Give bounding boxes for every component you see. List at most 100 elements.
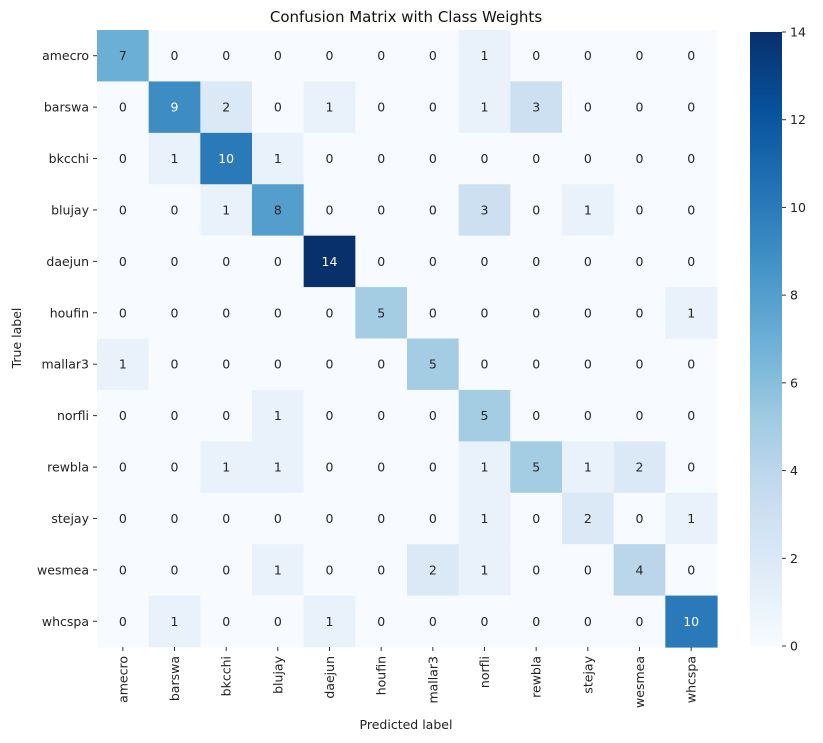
cell-value-label: 0	[687, 48, 695, 63]
x-tick-label-amecro: amecro	[115, 656, 130, 703]
cell-value-label: 14	[322, 254, 338, 269]
cell-value-label: 0	[532, 357, 540, 372]
x-tick-label-stejay: stejay	[580, 655, 595, 693]
cell-value-label: 0	[636, 511, 644, 526]
heatmap-cell-whcspa-wesmea	[613, 595, 666, 648]
heatmap-cell-bkcchi-whcspa	[665, 132, 718, 185]
y-tick-label-wesmea: wesmea	[37, 562, 89, 577]
y-axis-label: True label	[9, 308, 24, 370]
heatmap-cell-bkcchi-barswa	[148, 132, 201, 185]
heatmap-cell-rewbla-barswa	[148, 441, 201, 494]
cell-value-label: 0	[532, 48, 540, 63]
x-tick-label-wesmea: wesmea	[632, 656, 647, 708]
heatmap-cell-daejun-norfli	[458, 235, 511, 288]
cell-value-label: 0	[687, 460, 695, 475]
heatmap-cell-rewbla-bkcchi	[200, 441, 253, 494]
heatmap-cell-bkcchi-norfli	[458, 132, 511, 185]
heatmap-cell-whcspa-houfin	[355, 595, 408, 648]
heatmap-cell-blujay-houfin	[355, 184, 408, 237]
heatmap-cell-daejun-blujay	[252, 235, 305, 288]
heatmap-cell-rewbla-rewbla	[510, 441, 563, 494]
x-axis-label: Predicted label	[360, 717, 453, 732]
heatmap-cell-whcspa-barswa	[148, 595, 201, 648]
cell-value-label: 0	[377, 254, 385, 269]
cell-value-label: 0	[429, 614, 437, 629]
cell-value-label: 0	[171, 562, 179, 577]
cell-value-label: 0	[119, 562, 127, 577]
cell-value-label: 0	[377, 511, 385, 526]
cell-value-label: 1	[481, 562, 489, 577]
heatmap-cell-blujay-wesmea	[613, 184, 666, 237]
heatmap-cell-mallar3-amecro	[97, 338, 150, 391]
heatmap-cell-amecro-rewbla	[510, 30, 563, 83]
cell-value-label: 0	[222, 614, 230, 629]
heatmap-cell-barswa-barswa	[148, 81, 201, 134]
cell-value-label: 1	[481, 460, 489, 475]
cell-value-label: 0	[429, 254, 437, 269]
heatmap-cell-norfli-wesmea	[613, 389, 666, 442]
cell-value-label: 0	[119, 100, 127, 115]
cell-value-label: 0	[119, 202, 127, 217]
heatmap-cell-stejay-mallar3	[407, 492, 460, 545]
heatmap-cell-bkcchi-amecro	[97, 132, 150, 185]
cell-value-label: 3	[532, 100, 540, 115]
cell-value-label: 0	[532, 614, 540, 629]
colorbar-tick-label: 0	[790, 639, 798, 654]
heatmap-cell-whcspa-stejay	[562, 595, 615, 648]
heatmap-cell-stejay-rewbla	[510, 492, 563, 545]
cell-value-label: 0	[584, 562, 592, 577]
cell-value-label: 3	[481, 202, 489, 217]
cell-value-label: 0	[687, 254, 695, 269]
heatmap-cell-mallar3-daejun	[303, 338, 356, 391]
y-tick-label-norfli: norfli	[57, 408, 89, 423]
heatmap-cell-norfli-amecro	[97, 389, 150, 442]
colorbar	[750, 32, 782, 646]
x-tick-label-norfli: norfli	[477, 656, 492, 688]
heatmap-cell-barswa-amecro	[97, 81, 150, 134]
x-tick-label-daejun: daejun	[322, 656, 337, 699]
x-tick-label-bkcchi: bkcchi	[219, 656, 234, 696]
heatmap-cell-mallar3-whcspa	[665, 338, 718, 391]
cell-value-label: 0	[274, 100, 282, 115]
cell-value-label: 0	[171, 305, 179, 320]
cell-value-label: 5	[532, 460, 540, 475]
cell-value-label: 2	[222, 100, 230, 115]
heatmap-cell-bkcchi-wesmea	[613, 132, 666, 185]
cell-value-label: 0	[429, 305, 437, 320]
y-tick-label-barswa: barswa	[44, 100, 89, 115]
heatmap-cell-blujay-blujay	[252, 184, 305, 237]
cell-value-label: 1	[481, 511, 489, 526]
cell-value-label: 0	[636, 48, 644, 63]
heatmap-cell-stejay-norfli	[458, 492, 511, 545]
heatmap-cell-blujay-daejun	[303, 184, 356, 237]
cell-value-label: 0	[377, 562, 385, 577]
cell-value-label: 1	[584, 202, 592, 217]
cell-value-label: 0	[687, 151, 695, 166]
heatmap-cell-wesmea-daejun	[303, 544, 356, 597]
cell-value-label: 0	[119, 151, 127, 166]
heatmap-cell-houfin-wesmea	[613, 287, 666, 340]
heatmap-cell-houfin-daejun	[303, 287, 356, 340]
heatmap-cell-amecro-stejay	[562, 30, 615, 83]
cell-value-label: 0	[171, 48, 179, 63]
cell-value-label: 0	[532, 202, 540, 217]
cell-value-label: 0	[429, 460, 437, 475]
chart-title: Confusion Matrix with Class Weights	[270, 8, 542, 26]
cell-value-label: 0	[429, 408, 437, 423]
cell-value-label: 0	[377, 151, 385, 166]
heatmap-cell-norfli-mallar3	[407, 389, 460, 442]
y-tick-label-rewbla: rewbla	[47, 460, 89, 475]
heatmap-cell-wesmea-stejay	[562, 544, 615, 597]
heatmap-cell-norfli-barswa	[148, 389, 201, 442]
heatmap-cell-whcspa-bkcchi	[200, 595, 253, 648]
cell-value-label: 0	[274, 357, 282, 372]
heatmap-cell-stejay-daejun	[303, 492, 356, 545]
heatmap-cell-whcspa-mallar3	[407, 595, 460, 648]
x-tick-label-blujay: blujay	[270, 655, 285, 693]
heatmap-cell-norfli-whcspa	[665, 389, 718, 442]
heatmap-cell-rewbla-stejay	[562, 441, 615, 494]
heatmap-cell-amecro-wesmea	[613, 30, 666, 83]
cell-value-label: 0	[326, 460, 334, 475]
heatmap-cell-bkcchi-mallar3	[407, 132, 460, 185]
